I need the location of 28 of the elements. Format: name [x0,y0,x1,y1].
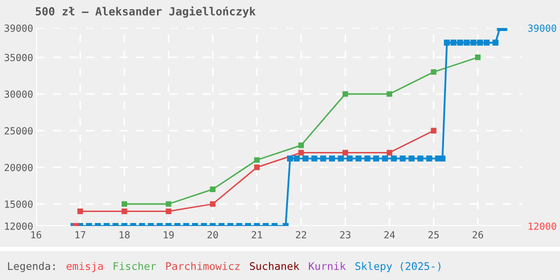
y-tick-label: 39000 [4,24,33,32]
text: emisja [66,262,103,272]
x-tick-label: 21 [252,231,262,238]
text: Fischer [114,262,156,270]
y-tick-label: 35000 [4,54,33,62]
x-tick-label: 25 [428,231,439,238]
y2-tick-label: 12000 [528,222,556,230]
y-tick-label: 12000 [5,222,33,230]
y-tick-label: 25000 [4,127,33,135]
chart-title: 500 zł – Aleksander Jagiellończyk [36,6,256,18]
text: Parchimowicz [166,262,240,270]
x-tick-label: 18 [120,231,130,238]
x-tick-label: 24 [384,231,395,238]
y-tick-label: 20000 [4,164,33,172]
x-tick-label: 17 [75,231,86,238]
text: Sklepy (2025-) [355,262,440,272]
legend-title: Legenda: [8,262,55,272]
y-tick-label: 30000 [4,90,33,98]
legend-label: Suchanek [250,262,300,270]
x-tick-label: 16 [31,231,42,238]
x-tick-label: 26 [472,231,484,238]
y-tick-label: 15000 [5,200,33,208]
x-tick-label: 19 [164,231,174,238]
x-tick-label: 23 [340,231,350,238]
legend-label: Kurnik [308,262,346,270]
x-tick-label: 20 [208,231,218,238]
x-tick-label: 22 [296,231,306,238]
y2-tick-label: 39000 [528,24,556,32]
